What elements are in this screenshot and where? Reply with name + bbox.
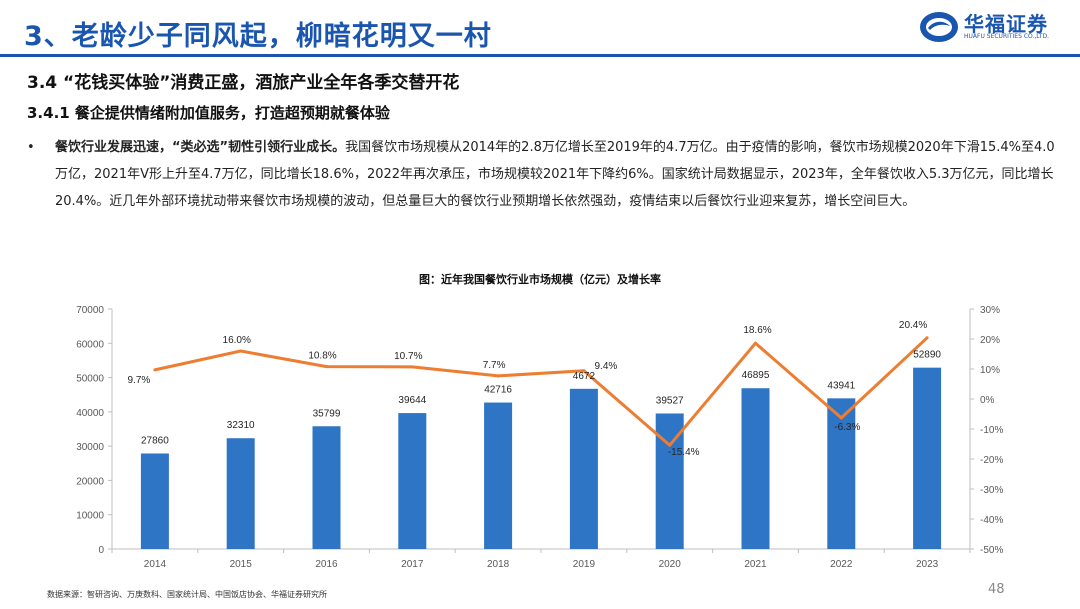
right-axis-tick-label: -30% bbox=[980, 485, 1003, 496]
bar bbox=[484, 402, 513, 549]
x-axis-tick-label: 2019 bbox=[573, 559, 596, 570]
bar bbox=[398, 413, 427, 549]
growth-rate-point bbox=[239, 349, 243, 353]
growth-rate-label: 18.6% bbox=[743, 325, 771, 336]
left-axis-tick-label: 70000 bbox=[76, 305, 104, 316]
header-divider bbox=[0, 54, 1080, 57]
right-axis-tick-label: 20% bbox=[980, 335, 1000, 346]
bar bbox=[312, 426, 341, 549]
growth-rate-label: -6.3% bbox=[834, 422, 860, 433]
bar bbox=[741, 388, 770, 549]
left-axis-tick-label: 0 bbox=[98, 545, 104, 556]
right-axis-tick-label: -20% bbox=[980, 455, 1003, 466]
growth-rate-point bbox=[925, 336, 929, 340]
growth-rate-label: 7.7% bbox=[483, 360, 506, 371]
paragraph-lead: 餐饮行业发展迅速，“类必选”韧性引领行业成长。 bbox=[55, 140, 346, 155]
x-axis-tick-label: 2016 bbox=[315, 559, 338, 570]
logo-english-name: HUAFU SECURITIES CO.,LTD. bbox=[964, 33, 1050, 40]
paragraph-body: 我国餐饮市场规模从2014年的2.8万亿增长至2019年的4.7万亿。由于疫情的… bbox=[55, 140, 1055, 209]
bar-value-label: 39527 bbox=[656, 395, 684, 406]
bar bbox=[140, 453, 169, 549]
bar-value-label: 43941 bbox=[827, 380, 855, 391]
bar-value-label: 52890 bbox=[913, 350, 941, 361]
bullet-marker: • bbox=[27, 140, 35, 155]
growth-rate-label: 10.8% bbox=[308, 351, 336, 362]
bar-value-label: 46895 bbox=[742, 370, 770, 381]
growth-rate-point bbox=[153, 368, 157, 372]
x-axis-tick-label: 2021 bbox=[744, 559, 767, 570]
growth-rate-point bbox=[582, 369, 586, 373]
left-axis-tick-label: 40000 bbox=[76, 408, 104, 419]
page-title: 3、老龄少子同风起，柳暗花明又一村 bbox=[24, 21, 492, 52]
x-axis-tick-label: 2022 bbox=[830, 559, 853, 570]
subsection-heading: 3.4.1 餐企提供情绪附加值服务，打造超预期就餐体验 bbox=[27, 104, 390, 122]
body-paragraph: • 餐饮行业发展迅速，“类必选”韧性引领行业成长。我国餐饮市场规模从2014年的… bbox=[27, 134, 1067, 215]
bar bbox=[569, 388, 598, 549]
right-axis-tick-label: -50% bbox=[980, 545, 1003, 556]
x-axis-tick-label: 2014 bbox=[144, 559, 167, 570]
source-note: 数据来源：智研咨询、万庚数科、国家统计局、中国饭店协会、华福证券研究所 bbox=[47, 590, 327, 599]
bar-value-label: 32310 bbox=[227, 420, 255, 431]
x-axis-tick-label: 2017 bbox=[401, 559, 424, 570]
growth-rate-label: 16.0% bbox=[223, 335, 251, 346]
bar-value-label: 27860 bbox=[141, 435, 169, 446]
right-axis-tick-label: -40% bbox=[980, 515, 1003, 526]
growth-rate-label: 10.7% bbox=[394, 351, 422, 362]
bar-value-label: 42716 bbox=[484, 385, 512, 396]
left-axis-tick-label: 10000 bbox=[76, 511, 104, 522]
left-axis-tick-label: 30000 bbox=[76, 442, 104, 453]
growth-rate-point bbox=[754, 341, 757, 345]
bar bbox=[226, 438, 255, 549]
company-logo: 华福证券 HUAFU SECURITIES CO.,LTD. bbox=[918, 6, 1058, 48]
left-axis-tick-label: 50000 bbox=[76, 374, 104, 385]
left-axis-tick-label: 20000 bbox=[76, 476, 104, 487]
bar-value-label: 4672 bbox=[573, 371, 596, 382]
growth-rate-point bbox=[325, 365, 328, 369]
chart-title: 图：近年我国餐饮行业市场规模（亿元）及增长率 bbox=[419, 273, 661, 286]
growth-rate-label: 9.4% bbox=[595, 361, 618, 372]
bar bbox=[827, 398, 856, 549]
growth-rate-point bbox=[496, 374, 500, 378]
bar bbox=[913, 367, 942, 549]
growth-rate-line bbox=[154, 336, 929, 447]
x-axis-tick-label: 2020 bbox=[659, 559, 682, 570]
x-axis-tick-label: 2015 bbox=[230, 559, 253, 570]
page-number: 48 bbox=[988, 582, 1005, 597]
growth-rate-point bbox=[410, 365, 414, 369]
growth-rate-label: -15.4% bbox=[668, 447, 700, 458]
right-axis-tick-label: -10% bbox=[980, 425, 1003, 436]
bar-value-label: 35799 bbox=[313, 408, 341, 419]
right-axis-tick-label: 0% bbox=[980, 395, 995, 406]
logo-name: 华福证券 bbox=[964, 12, 1048, 36]
left-axis-tick-label: 60000 bbox=[76, 339, 104, 350]
bar-value-label: 39644 bbox=[398, 395, 426, 406]
x-axis-tick-label: 2018 bbox=[487, 559, 510, 570]
growth-rate-point bbox=[839, 416, 843, 420]
growth-rate-point bbox=[668, 443, 672, 447]
growth-rate-label: 9.7% bbox=[128, 375, 151, 386]
right-axis-tick-label: 30% bbox=[980, 305, 1000, 316]
right-axis-tick-label: 10% bbox=[980, 365, 1000, 376]
growth-rate-label: 20.4% bbox=[899, 320, 927, 331]
logo-icon bbox=[920, 12, 958, 42]
section-heading: 3.4 “花钱买体验”消费正盛，酒旅产业全年各季交替开花 bbox=[27, 73, 460, 93]
x-axis-tick-label: 2023 bbox=[916, 559, 939, 570]
